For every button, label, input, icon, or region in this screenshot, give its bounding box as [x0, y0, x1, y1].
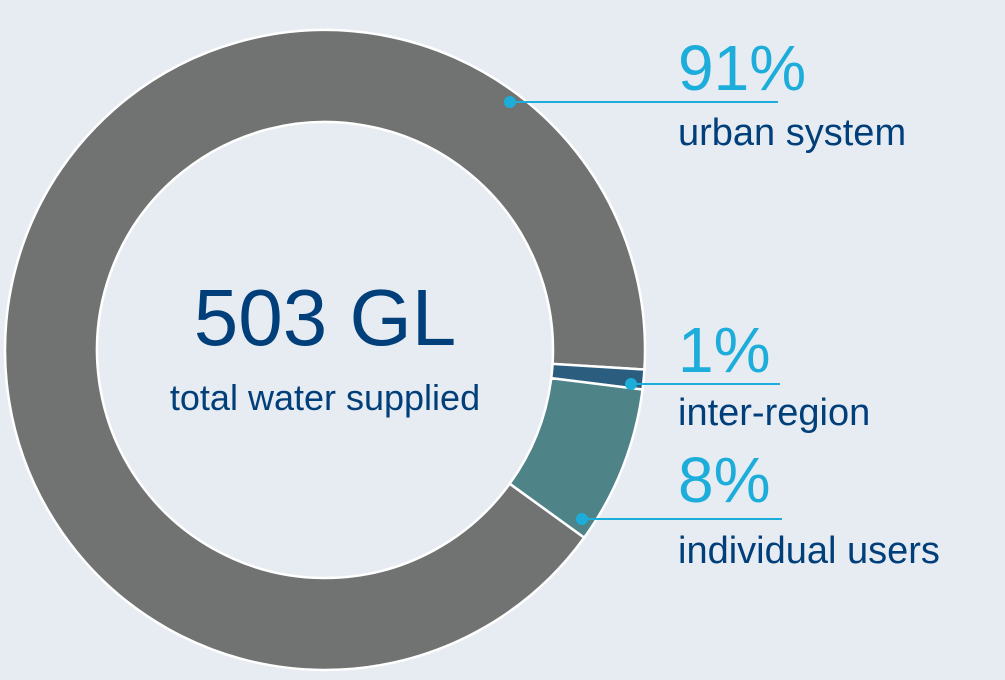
inter-region-label: inter-region: [678, 392, 871, 434]
urban-system-slice: [3, 28, 647, 672]
total-value: 503 GL: [193, 273, 457, 362]
individual-users-slice: [507, 376, 644, 540]
inter-region-percent: 1%: [678, 314, 771, 386]
individual-users-percent: 8%: [678, 444, 771, 516]
urban-system-leader-dot: [504, 96, 516, 108]
urban-system-label: urban system: [678, 112, 907, 154]
individual-users-label: individual users: [678, 530, 940, 572]
urban-system-percent: 91%: [678, 32, 807, 104]
total-caption: total water supplied: [169, 377, 481, 418]
individual-users-leader-dot: [576, 513, 588, 525]
inter-region-leader-dot: [625, 378, 637, 390]
